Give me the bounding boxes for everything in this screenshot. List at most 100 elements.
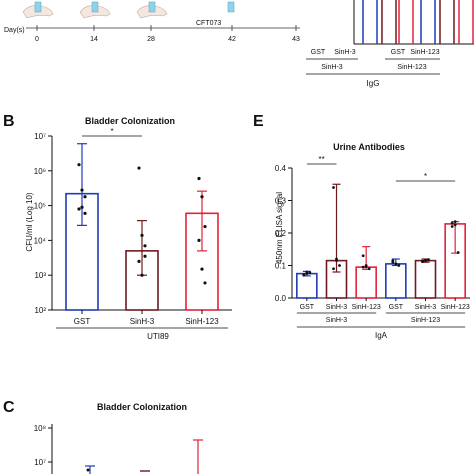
bar xyxy=(296,272,318,299)
panel-e-ylabel: 450nm ELISA signal xyxy=(275,192,284,264)
days-label: Day(s) xyxy=(4,27,25,34)
data-point xyxy=(203,224,207,229)
x-tick-label: SinH-123 xyxy=(441,304,470,311)
data-point xyxy=(424,259,427,263)
panel-letter-c: C xyxy=(3,399,15,416)
bar xyxy=(414,259,437,299)
x-tick-label: SinH-123 xyxy=(185,317,219,326)
partial-group-label: SinH-123 xyxy=(397,64,426,71)
data-point xyxy=(450,225,454,228)
y-tick-label: 0.0 xyxy=(275,294,287,303)
panel-c-plot: 10⁸ 10⁷ xyxy=(34,424,203,474)
y-tick-label: 10⁶ xyxy=(34,167,46,176)
y-tick-label: 0.3 xyxy=(275,197,287,206)
data-point xyxy=(305,270,309,274)
data-point xyxy=(391,259,395,263)
significance-label: * xyxy=(424,172,427,181)
y-tick-label: 10² xyxy=(34,306,46,315)
partial-isotype-label: IgG xyxy=(367,79,380,88)
data-point xyxy=(137,259,141,263)
partial-group-label: SinH-3 xyxy=(321,64,343,71)
y-tick-label: 10⁷ xyxy=(34,458,46,467)
days-tick-label: 14 xyxy=(90,36,98,43)
x-tick-label: SinH-3 xyxy=(326,304,348,311)
data-point xyxy=(80,188,84,192)
data-point xyxy=(367,267,371,271)
data-point xyxy=(77,207,81,211)
partial-category-label: SinH-123 xyxy=(410,49,439,56)
data-point xyxy=(86,468,90,472)
data-point xyxy=(143,254,147,258)
top-strip: Day(s) 0 14 28 42 43 CFT073 GST SinH-3 GST SinH… xyxy=(4,0,474,88)
days-tick-label: 28 xyxy=(147,36,155,43)
panel-letter-e: E xyxy=(253,113,264,130)
y-tick-label: 10⁸ xyxy=(34,424,46,433)
x-tick-label: SinH-123 xyxy=(352,304,381,311)
y-tick-label: 10⁷ xyxy=(34,132,46,141)
data-point xyxy=(364,264,368,267)
y-tick-label: 0.1 xyxy=(275,262,287,271)
group-label: SinH-123 xyxy=(411,317,440,324)
panel-b-ylabel: CFU/ml (Log 10) xyxy=(25,192,34,251)
data-point xyxy=(308,271,312,275)
x-tick-label: GST xyxy=(74,317,91,326)
syringe-icon xyxy=(34,1,42,13)
x-tick-label: GST xyxy=(300,304,315,311)
panel-b-plot: 10² 10³ 10⁴ 10⁵ 10⁶ 10⁷ GST SinH-3 SinH-123 UTI89… xyxy=(34,127,232,341)
data-point xyxy=(335,257,338,261)
isotype-label: IgA xyxy=(375,331,388,340)
data-point xyxy=(361,265,365,269)
data-point xyxy=(200,195,204,199)
days-tick-label: 0 xyxy=(35,36,39,43)
bar xyxy=(385,263,407,299)
significance-label: ** xyxy=(319,155,325,164)
data-point xyxy=(137,166,141,170)
partial-category-label: SinH-3 xyxy=(334,49,356,56)
group-label: UTI89 xyxy=(147,332,169,341)
data-point xyxy=(361,254,365,258)
x-tick-label: SinH-3 xyxy=(415,304,437,311)
data-point xyxy=(456,251,460,254)
panel-c-title: Bladder Colonization xyxy=(97,402,187,412)
panel-e-title: Urine Antibodies xyxy=(333,142,405,152)
partial-category-label: GST xyxy=(311,49,326,56)
panel-b-title: Bladder Colonization xyxy=(85,116,175,126)
data-point xyxy=(140,273,144,277)
y-tick-label: 10³ xyxy=(34,271,46,280)
data-point xyxy=(197,238,201,242)
data-point xyxy=(83,195,87,199)
syringe-icon xyxy=(227,1,235,13)
y-tick-label: 10⁴ xyxy=(34,236,47,245)
data-point xyxy=(80,205,84,209)
y-tick-label: 0.4 xyxy=(275,164,287,173)
days-axis: 0 14 28 42 43 xyxy=(22,1,300,43)
panel-b: B Bladder Colonization CFU/ml (Log 10) 1… xyxy=(3,113,232,341)
data-point xyxy=(427,258,430,262)
data-point xyxy=(450,221,454,225)
data-point xyxy=(332,186,335,189)
y-tick-label: 10⁵ xyxy=(34,202,46,211)
panel-e-plot: 0.0 0.1 0.2 0.3 0.4 GST SinH-3 SinH-123 GST SinH-… xyxy=(275,155,470,340)
partial-igg-panel: GST SinH-3 GST SinH-123 SinH-3 SinH-123 IgG xyxy=(306,0,474,88)
y-tick-label: 0.2 xyxy=(275,229,287,238)
data-point xyxy=(197,176,201,181)
partial-category-label: GST xyxy=(391,49,406,56)
days-tick-label: 43 xyxy=(292,36,300,43)
data-point xyxy=(394,262,398,266)
data-point xyxy=(143,244,147,248)
data-point xyxy=(140,233,144,237)
panel-e: E Urine Antibodies 450nm ELISA signal 0.… xyxy=(253,113,470,340)
panel-letter-b: B xyxy=(3,113,15,130)
syringe-icon xyxy=(91,1,99,13)
x-tick-label: SinH-3 xyxy=(130,317,155,326)
data-point xyxy=(83,211,87,215)
data-point xyxy=(453,220,457,224)
data-point xyxy=(302,273,306,276)
data-point xyxy=(397,264,401,267)
data-point xyxy=(200,267,204,271)
panel-c: C Bladder Colonization 10⁸ 10⁷ xyxy=(3,399,203,474)
bar xyxy=(355,266,377,299)
significance-label: * xyxy=(110,127,113,136)
data-point xyxy=(453,223,457,227)
